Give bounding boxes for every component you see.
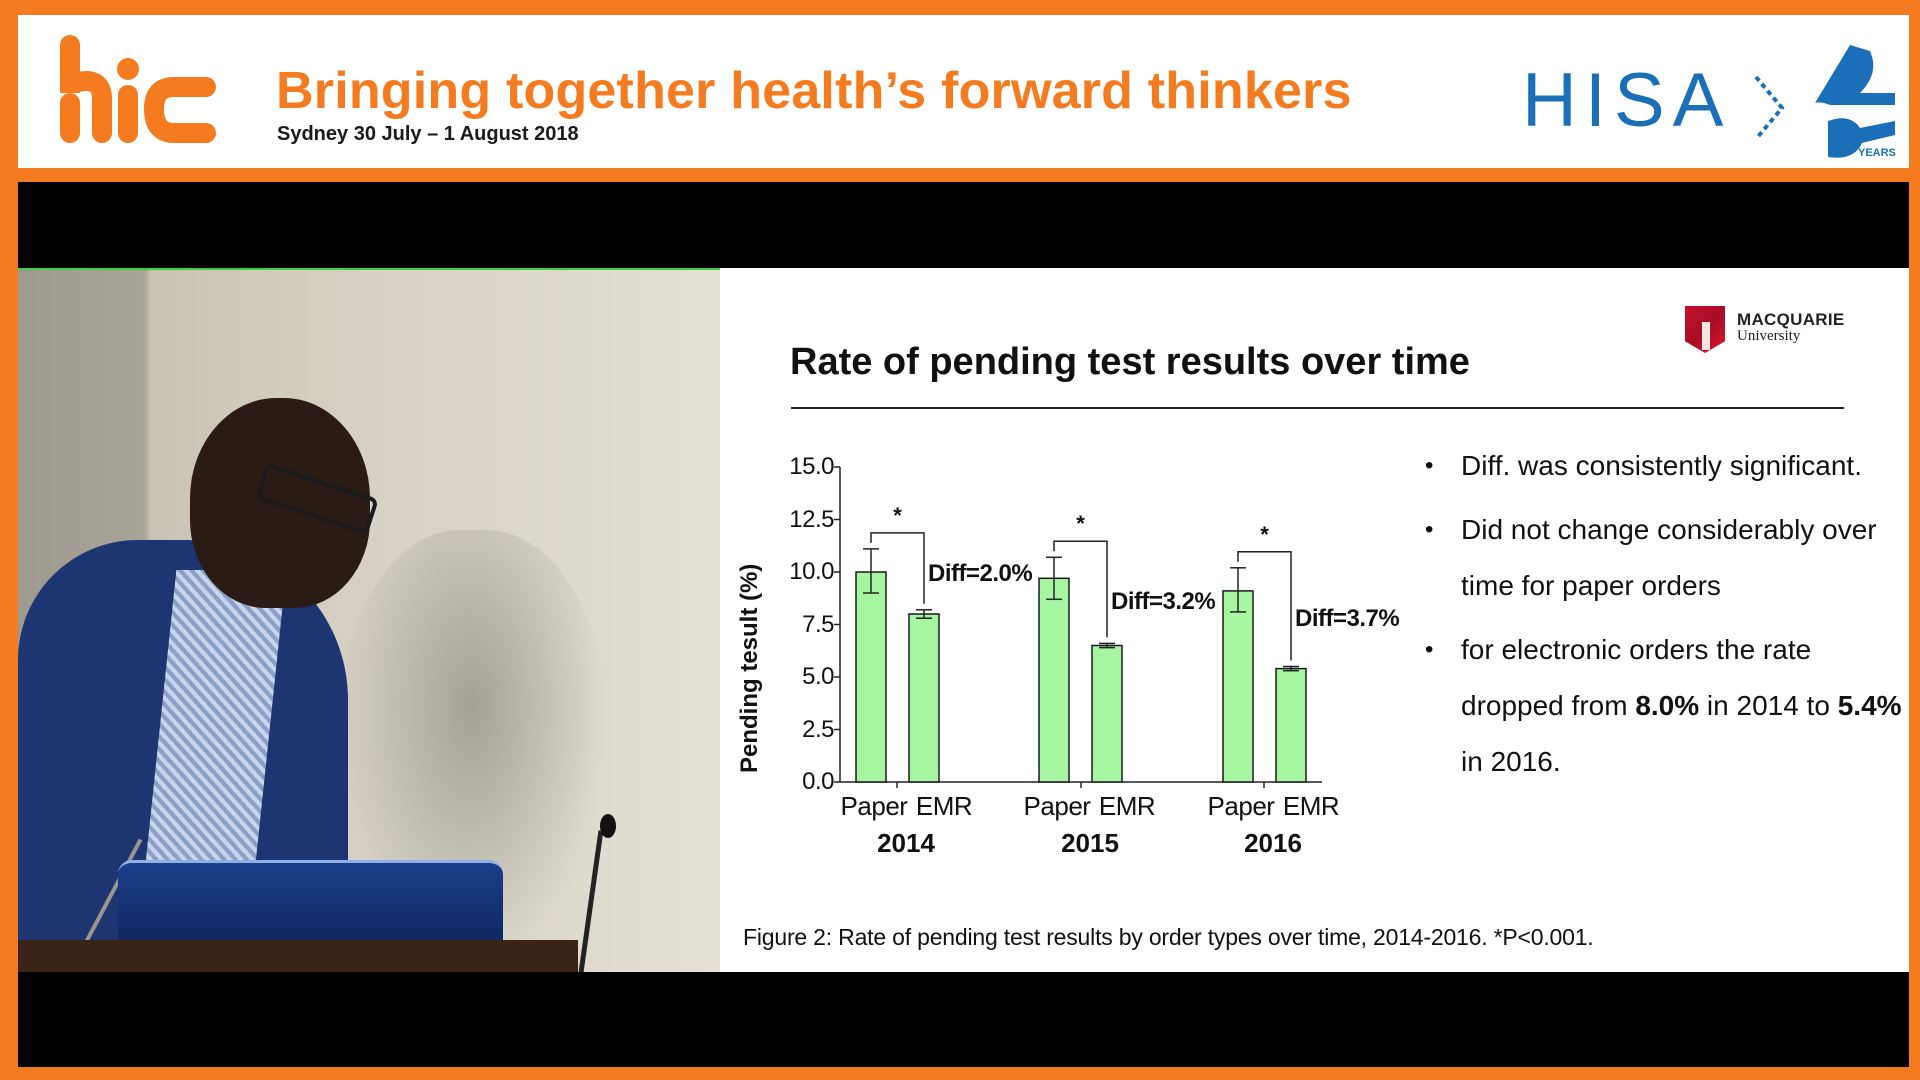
bar-chart: Pending tesult (%) 0.0 2.5 5.0 7.5 10.0 12.5 1… [720,268,1909,972]
bar-paper-2014 [855,571,887,783]
bullet-list: Diff. was consistently significant. Did … [1425,438,1905,798]
conference-header: Bringing together health’s forward think… [18,15,1909,168]
presentation-slide: Rate of pending test results over time M… [720,268,1909,972]
macquarie-logo: MACQUARIE University [1685,306,1860,358]
hic-logo-icon [60,35,216,143]
x-group-label: 2016 [1244,828,1302,858]
x-group-label: 2014 [877,828,935,858]
diff-annotation: Diff=2.0% [928,560,1033,587]
video-letterbox-bottom [18,972,1909,1067]
speaker-video [18,268,720,972]
x-group-label: 2015 [1061,828,1119,858]
conference-tagline: Bringing together health’s forward think… [276,62,1352,120]
significance-star: * [1260,521,1269,547]
chevron-right-icon [1754,75,1785,141]
y-axis-label: Pending tesult (%) [736,563,763,773]
significance-star: * [1076,511,1085,537]
bar-emr-2015 [1091,644,1123,783]
bullet-item: Did not change considerably over time fo… [1425,502,1905,614]
y-tick-label: 10.0 [789,558,834,585]
chart-plot-area [834,466,1322,788]
title-divider [791,407,1844,409]
hisa-logo-text: HISA [1522,58,1732,143]
significance-star: * [893,502,902,528]
x-category-label: EMR [1098,791,1156,821]
x-category-label: Paper [840,791,908,821]
y-tick-label: 2.5 [802,715,834,743]
slide-title: Rate of pending test results over time [790,341,1470,383]
y-tick-label: 7.5 [802,610,834,638]
y-tick-label: 0.0 [802,768,834,795]
hisa-years-label: YEARS [1858,147,1896,159]
y-tick-label: 12.5 [789,505,834,533]
diff-annotation: Diff=3.2% [1111,588,1216,615]
significance-bracket [1053,540,1108,638]
speaker-head [190,398,370,608]
microphone-icon [600,814,616,838]
podium [18,940,578,972]
significance-bracket [1237,551,1292,661]
macquarie-university: University [1737,328,1801,344]
bar-emr-2014 [908,613,940,783]
conference-dates: Sydney 30 July – 1 August 2018 [277,123,579,145]
video-letterbox-top [18,182,1909,268]
hisa-25-years-icon [1815,45,1895,158]
bar-emr-2016 [1275,667,1307,783]
x-category-label: Paper [1207,791,1275,821]
bar-paper-2015 [1038,577,1070,783]
diff-annotation: Diff=3.7% [1295,605,1400,632]
macquarie-name: MACQUARIE [1737,310,1845,329]
x-category-label: Paper [1023,791,1091,821]
y-tick-label: 15.0 [789,453,834,480]
bullet-item: for electronic orders the rate dropped f… [1425,622,1905,790]
x-category-label: EMR [915,791,973,821]
bar-paper-2016 [1222,590,1254,783]
y-tick-label: 5.0 [802,663,834,690]
bullet-item: Diff. was consistently significant. [1425,438,1905,494]
figure-caption: Figure 2: Rate of pending test results b… [743,924,1594,950]
significance-bracket [870,532,925,604]
x-category-label: EMR [1282,791,1340,821]
